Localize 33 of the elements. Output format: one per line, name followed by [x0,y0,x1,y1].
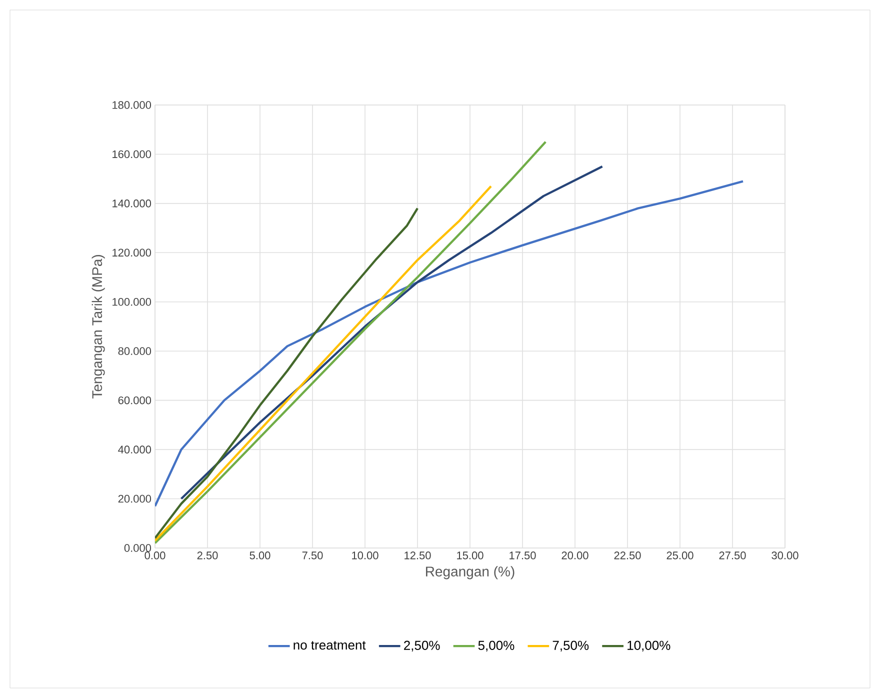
x-tick-label: 22.50 [614,552,641,560]
line-series [180,165,604,500]
y-axis-title: Tengangan Tarik (MPa) [92,255,105,399]
x-tick-label: 10.00 [352,552,378,560]
legend-label: 7,50% [552,640,589,652]
y-tick-label: 0.000 [124,544,152,552]
line-series [155,207,419,540]
x-tick-label: 25.00 [666,552,694,560]
x-tick-label: 17.50 [510,552,536,560]
y-tick-label: 60.000 [118,396,152,404]
line-series [155,180,744,508]
y-tick-label: 20.000 [118,494,152,503]
legend-label: 10,00% [628,640,670,652]
x-tick-label: 5.00 [250,552,270,560]
x-axis-title: Regangan (%) [426,566,514,580]
x-tick-label: 15.00 [457,552,484,560]
y-tick-label: 80.000 [118,347,152,355]
y-tick-label: 180.000 [112,101,152,109]
x-tick-label: 7.50 [302,552,323,560]
y-tick-label: 100.000 [112,298,152,306]
legend-label: 5,00% [478,640,514,652]
y-tick-label: 120.000 [112,248,152,257]
x-tick-label: 30.00 [772,552,798,560]
x-tick-label: 0.00 [144,552,166,560]
legend-label: no treatment [294,641,366,650]
y-tick-label: 40.000 [118,446,152,454]
x-tick-label: 12.50 [404,552,431,560]
x-tick-label: 20.00 [562,552,588,560]
x-tick-label: 27.50 [719,552,746,560]
y-tick-label: 140.000 [112,200,152,208]
x-tick-label: 2.50 [197,552,218,560]
y-tick-label: 160.000 [112,150,152,158]
legend-label: 2,50% [404,640,440,652]
